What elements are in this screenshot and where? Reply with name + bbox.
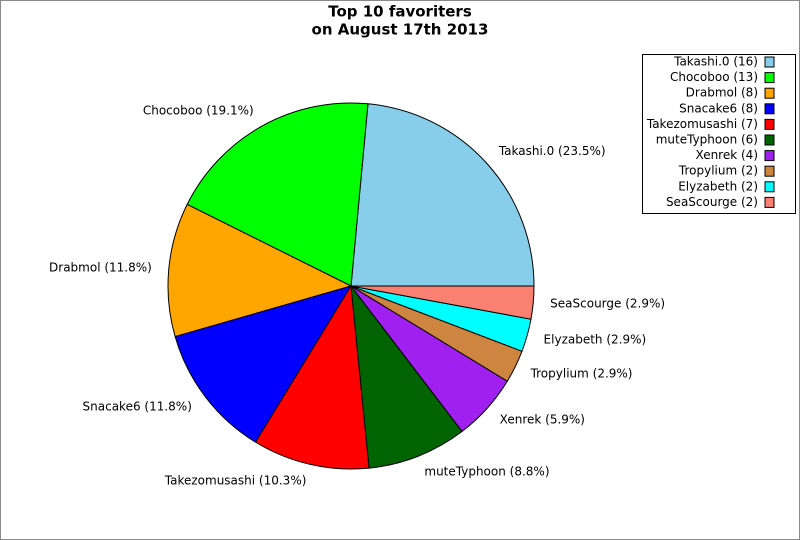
legend-swatch	[764, 134, 775, 146]
pie-slice	[174, 285, 353, 443]
pie-slice	[167, 203, 353, 338]
legend-label: SeaScourge (2)	[666, 195, 758, 209]
legend-swatch	[764, 72, 775, 84]
legend-swatch	[764, 196, 775, 208]
slice-label: Elyzabeth (2.9%)	[544, 333, 647, 347]
legend-label: Snacake6 (8)	[679, 101, 758, 115]
slice-label: Tropylium (2.9%)	[530, 367, 633, 381]
legend-label: Takezomusashi (7)	[646, 117, 758, 131]
pie-slice	[254, 284, 370, 470]
legend-label: Drabmol (8)	[686, 86, 758, 100]
legend-label: Xenrek (4)	[696, 148, 758, 162]
legend-label: muteTyphoon (6)	[656, 133, 758, 147]
slice-label: SeaScourge (2.9%)	[550, 297, 665, 311]
legend-label: Tropylium (2)	[678, 164, 758, 178]
legend-swatch	[764, 56, 775, 68]
pie-slice	[350, 103, 535, 287]
legend-label: Elyzabeth (2)	[678, 179, 758, 193]
legend-swatch	[764, 165, 775, 177]
pie-slice	[186, 102, 369, 287]
legend-swatch	[764, 150, 775, 162]
legend-label: Chocoboo (13)	[670, 70, 758, 84]
slice-label: Chocoboo (19.1%)	[143, 104, 254, 118]
slice-label: muteTyphoon (8.8%)	[424, 465, 549, 479]
slice-label: Drabmol (11.8%)	[49, 260, 152, 274]
legend-swatch	[764, 118, 775, 130]
chart-title: Top 10 favoriters	[328, 3, 472, 21]
pie-slice	[350, 285, 535, 320]
legend-swatch	[764, 181, 775, 193]
chart-title: on August 17th 2013	[312, 21, 489, 39]
slice-label: Takashi.0 (23.5%)	[498, 144, 606, 158]
pie-slice	[350, 284, 463, 469]
slice-label: Xenrek (5.9%)	[500, 412, 585, 426]
legend-swatch	[764, 87, 775, 99]
slice-label: Snacake6 (11.8%)	[83, 400, 192, 414]
slice-label: Takezomusashi (10.3%)	[164, 473, 307, 487]
legend-swatch	[764, 103, 775, 115]
legend-label: Takashi.0 (16)	[673, 55, 758, 69]
